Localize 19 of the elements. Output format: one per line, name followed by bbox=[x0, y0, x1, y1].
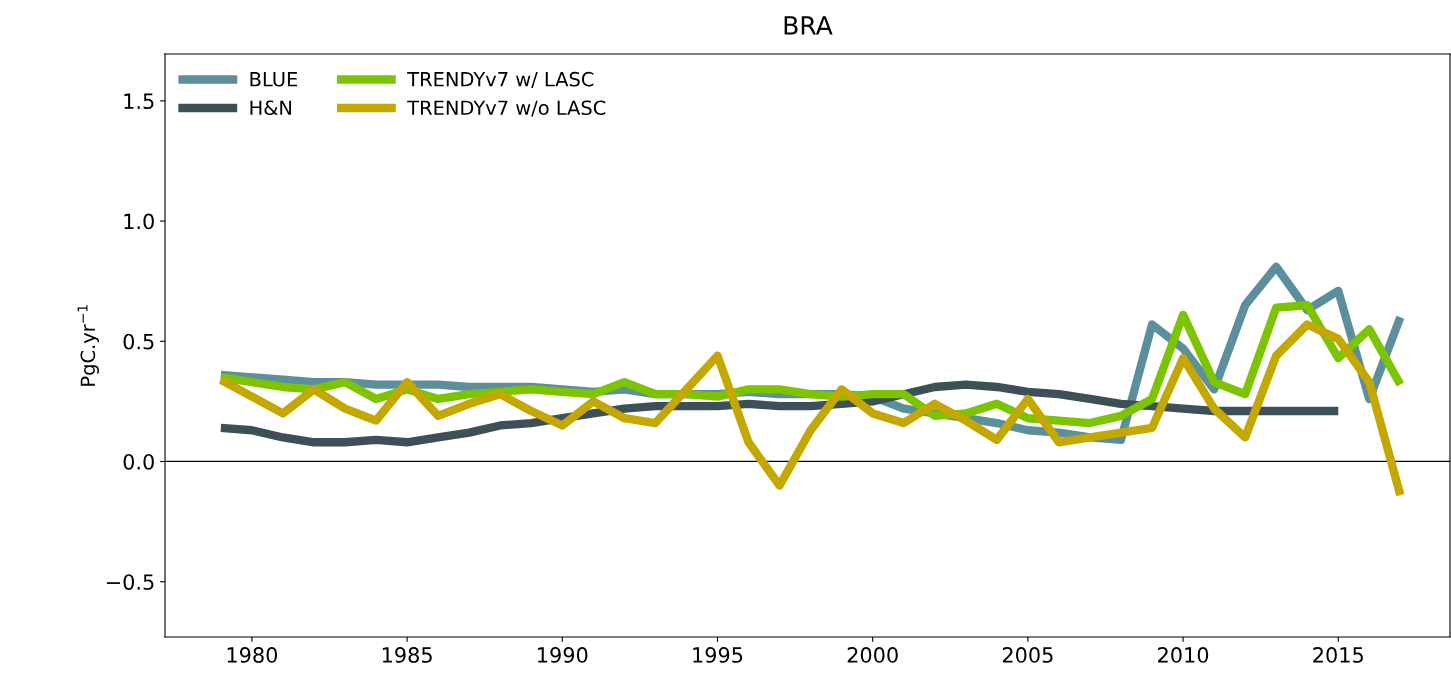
x-tick-label: 1985 bbox=[382, 647, 432, 663]
y-tick-label: −0.5 bbox=[106, 574, 154, 590]
x-tick-label: 1990 bbox=[538, 647, 588, 663]
legend-label: BLUE bbox=[250, 72, 298, 87]
legend-label: TRENDYv7 w/ LASC bbox=[407, 71, 594, 89]
x-tick-label: 1980 bbox=[227, 647, 278, 663]
y-tick-label: 0.5 bbox=[123, 333, 154, 350]
chart-title: BRA bbox=[784, 16, 833, 35]
x-tick-label: 1995 bbox=[693, 647, 743, 663]
x-tick-label: 2015 bbox=[1313, 647, 1363, 663]
y-axis-title: PgC.yr$^{−1}$ bbox=[77, 305, 99, 386]
x-tick-label: 2010 bbox=[1158, 647, 1209, 663]
x-tick-label: 2000 bbox=[847, 647, 898, 663]
legend-label: TRENDYv7 w/o LASC bbox=[407, 100, 606, 117]
y-tick-label: 1.0 bbox=[124, 213, 154, 230]
y-tick-label: 0.0 bbox=[123, 453, 154, 470]
x-tick-label: 2005 bbox=[1002, 647, 1053, 663]
legend-label: H&N bbox=[250, 100, 292, 116]
y-tick-label: 1.5 bbox=[124, 93, 154, 110]
